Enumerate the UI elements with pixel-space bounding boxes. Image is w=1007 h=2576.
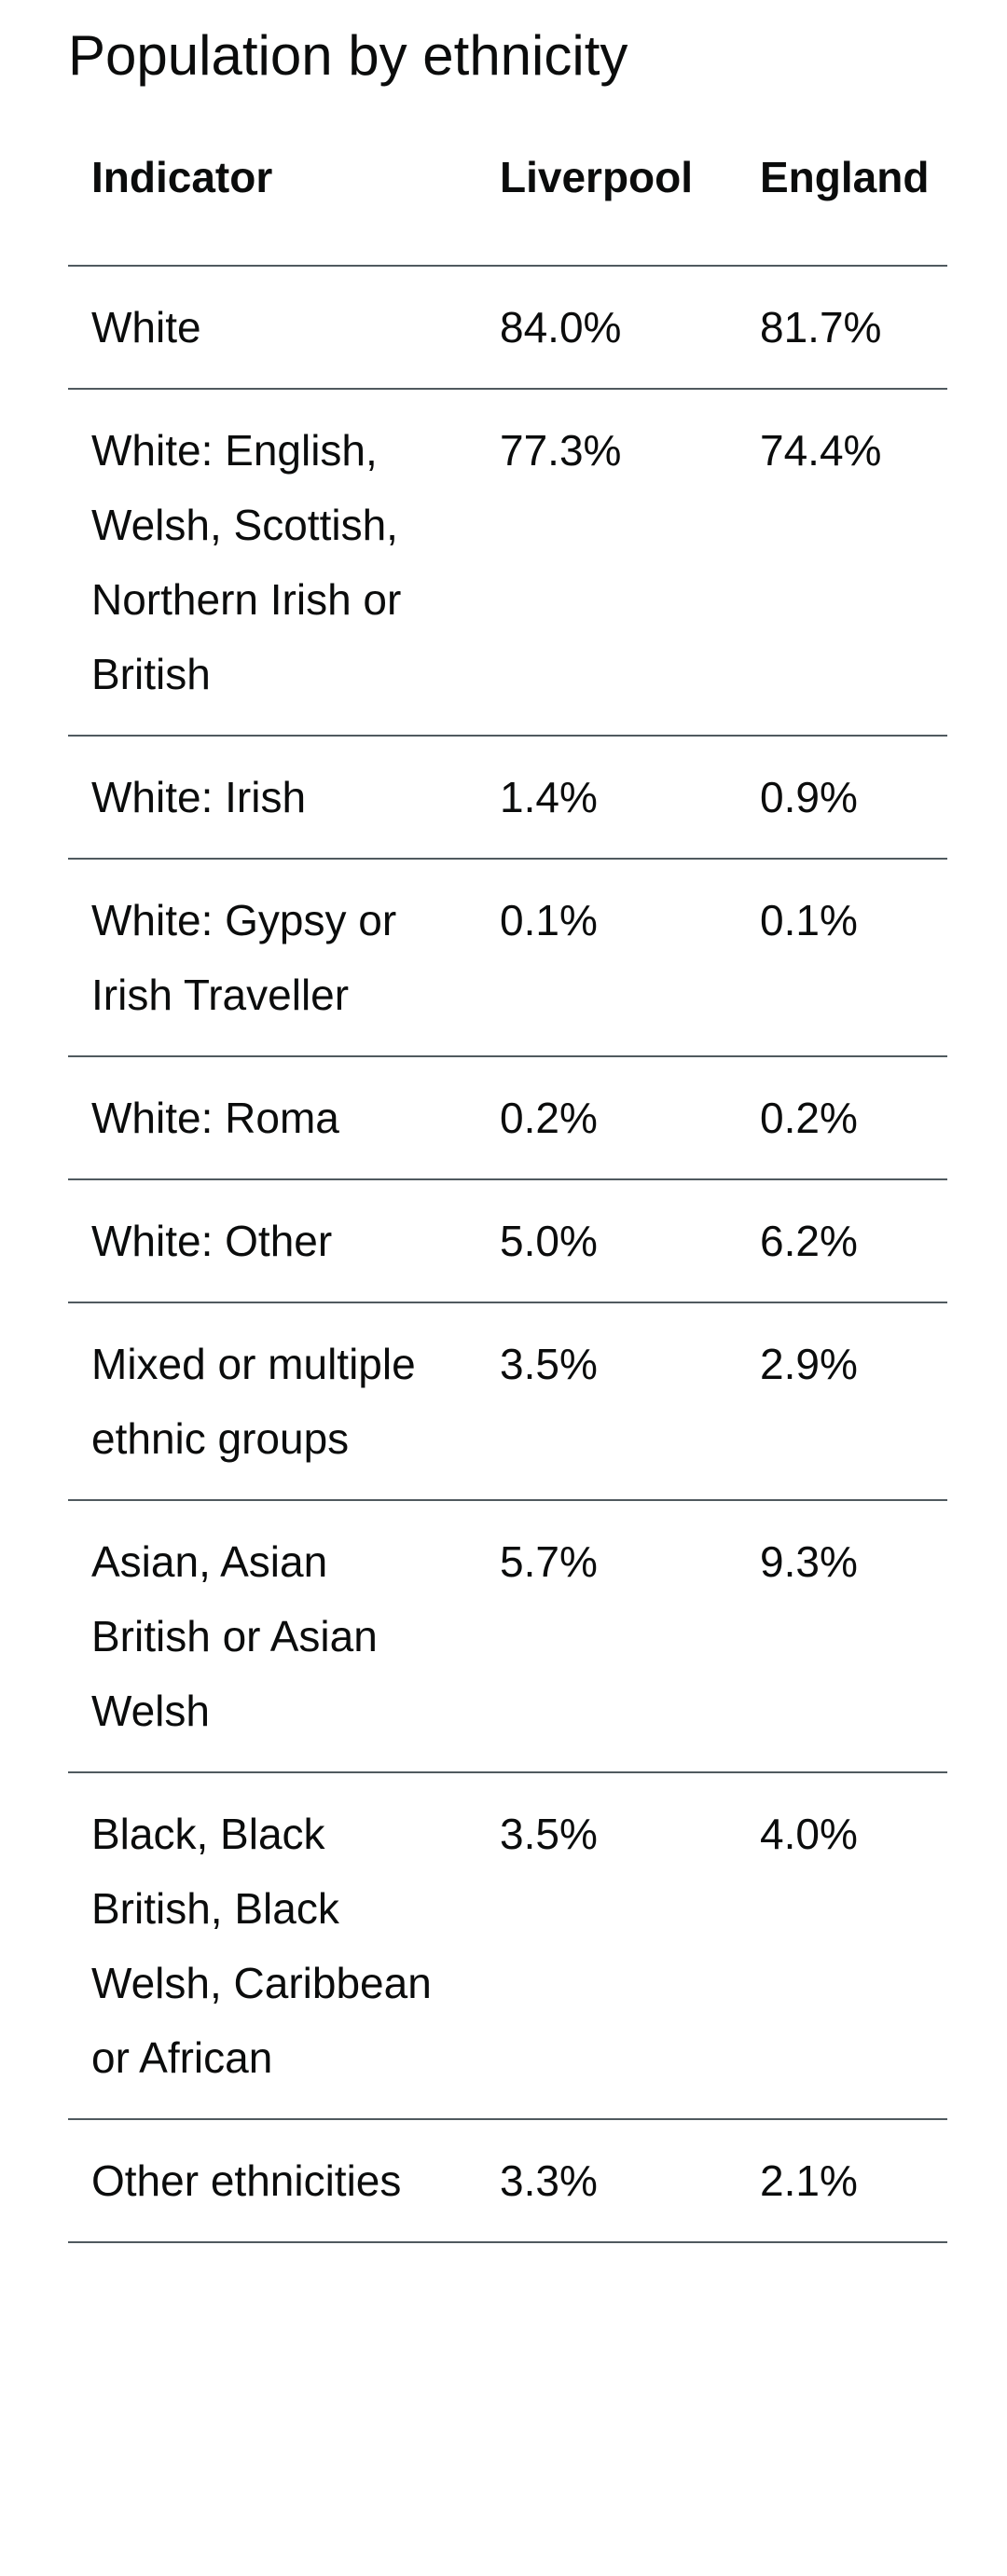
title: Population by ethnicity [68,24,628,87]
value-cell: 3.3% [476,2119,737,2243]
value-cell: 74.4% [737,389,947,737]
value-cell: 0.1% [476,859,737,1057]
value-cell: 81.7% [737,266,947,390]
indicator-cell: White: English, Welsh, Scottish, Norther… [68,389,476,737]
value-cell: 77.3% [476,389,737,737]
indicator-cell: White: Gypsy or Irish Traveller [68,859,476,1057]
column-header: Indicator [68,98,476,267]
table-row: White: Other 5.0% 6.2% [68,1179,947,1303]
value-cell: 0.2% [476,1056,737,1180]
column-header: England [737,98,947,267]
value-cell: 84.0% [476,266,737,390]
value-cell: 0.1% [737,859,947,1057]
value-cell: 0.2% [737,1056,947,1180]
table-row: White: English, Welsh, Scottish, Norther… [68,389,947,737]
indicator-cell: White: Irish [68,736,476,860]
table-row: Asian, Asian British or Asian Welsh 5.7% 9… [68,1500,947,1773]
header-row: Indicator Liverpool England [68,98,947,267]
value-cell: 2.9% [737,1302,947,1501]
value-cell: 3.5% [476,1302,737,1501]
content: Population by ethnicity Indicator Liverpo… [68,23,947,2243]
indicator-cell: Asian, Asian British or Asian Welsh [68,1500,476,1773]
data-table: Indicator Liverpool England White 84.0% 81.7… [68,98,947,2243]
value-cell: 5.7% [476,1500,737,1773]
table-row: Black, Black British, Black Welsh, Carib… [68,1772,947,2120]
value-cell: 9.3% [737,1500,947,1773]
indicator-cell: Mixed or multiple ethnic groups [68,1302,476,1501]
indicator-cell: White: Other [68,1179,476,1303]
indicator-cell: Black, Black British, Black Welsh, Carib… [68,1772,476,2120]
value-cell: 4.0% [737,1772,947,2120]
column-header: Liverpool [476,98,737,267]
table-row: Other ethnicities 3.3% 2.1% [68,2119,947,2243]
table-row: White: Gypsy or Irish Traveller 0.1% 0.1% [68,859,947,1057]
value-cell: 1.4% [476,736,737,860]
value-cell: 2.1% [737,2119,947,2243]
table-row: White 84.0% 81.7% [68,266,947,390]
value-cell: 5.0% [476,1179,737,1303]
table-row: Mixed or multiple ethnic groups 3.5% 2.9% [68,1302,947,1501]
value-cell: 0.9% [737,736,947,860]
value-cell: 3.5% [476,1772,737,2120]
table-row: White: Irish 1.4% 0.9% [68,736,947,860]
table-body: White 84.0% 81.7% White: English, Welsh, Sc… [68,266,947,2243]
table-row: White: Roma 0.2% 0.2% [68,1056,947,1180]
value-cell: 6.2% [737,1179,947,1303]
indicator-cell: Other ethnicities [68,2119,476,2243]
indicator-cell: White [68,266,476,390]
indicator-cell: White: Roma [68,1056,476,1180]
